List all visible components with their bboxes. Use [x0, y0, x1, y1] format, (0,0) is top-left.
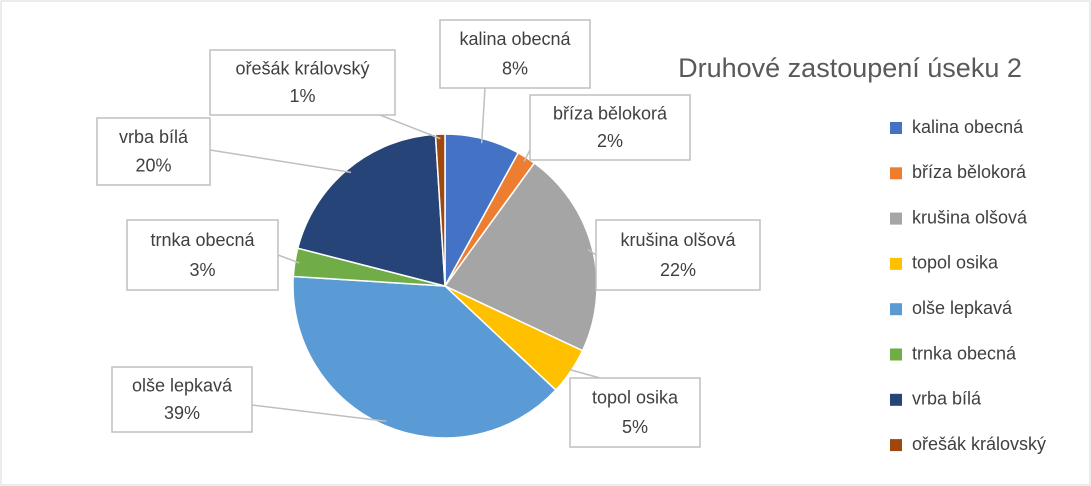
data-label-value: 2%: [597, 131, 623, 151]
legend-swatch: [890, 167, 902, 180]
data-label-name: kalina obecná: [459, 29, 571, 49]
data-label-name: trnka obecná: [150, 230, 255, 250]
pie-slice: [292, 275, 557, 439]
legend-swatch: [890, 257, 902, 270]
data-label-value: 1%: [289, 86, 315, 106]
leader-line: [480, 87, 486, 144]
data-label-value: 5%: [622, 417, 648, 437]
chart-title: Druhové zastoupení úseku 2: [678, 53, 1022, 83]
leader-line: [209, 149, 352, 174]
data-label-value: 39%: [164, 403, 200, 423]
data-label-name: topol osika: [592, 387, 679, 407]
data-label-name: bříza bělokorá: [553, 103, 668, 123]
data-label-name: olše lepkavá: [132, 375, 233, 395]
leader-line: [566, 368, 601, 379]
legend-label: topol osika: [912, 253, 999, 273]
leader-line: [277, 254, 300, 264]
leader-line: [523, 149, 531, 162]
legend-swatch: [890, 212, 902, 225]
data-label-value: 3%: [189, 260, 215, 280]
legend-swatch: [890, 122, 902, 134]
data-label-box: [529, 94, 691, 161]
data-label-value: 20%: [135, 156, 171, 176]
legend-label: kalina obecná: [912, 117, 1024, 137]
leader-line: [587, 248, 597, 256]
data-label-box: [96, 117, 211, 186]
pie-slice: [296, 133, 446, 287]
pie-slice: [434, 133, 446, 287]
data-label-box: [111, 366, 253, 433]
data-label-box: [126, 219, 279, 291]
legend-swatch: [890, 303, 902, 316]
legend-label: vrba bílá: [912, 389, 982, 409]
legend-label: ořešák královský: [912, 434, 1046, 454]
data-label-value: 22%: [660, 260, 696, 280]
legend-swatch: [890, 348, 902, 361]
data-label-value: 8%: [502, 58, 528, 78]
legend-label: trnka obecná: [912, 343, 1017, 363]
data-label-name: ořešák královský: [235, 58, 369, 78]
data-label-box: [439, 19, 591, 89]
leader-line: [379, 114, 441, 140]
data-label-box: [595, 219, 761, 291]
legend-swatch: [890, 393, 902, 406]
legend-label: bříza bělokorá: [912, 162, 1027, 182]
data-label-box: [209, 49, 396, 116]
data-label-name: krušina olšová: [620, 230, 736, 250]
data-label-box: [569, 377, 701, 448]
leader-line: [251, 404, 387, 423]
legend-swatch: [890, 439, 902, 452]
legend-label: krušina olšová: [912, 207, 1028, 227]
data-label-name: vrba bílá: [119, 127, 189, 147]
legend-label: olše lepkavá: [912, 298, 1013, 318]
